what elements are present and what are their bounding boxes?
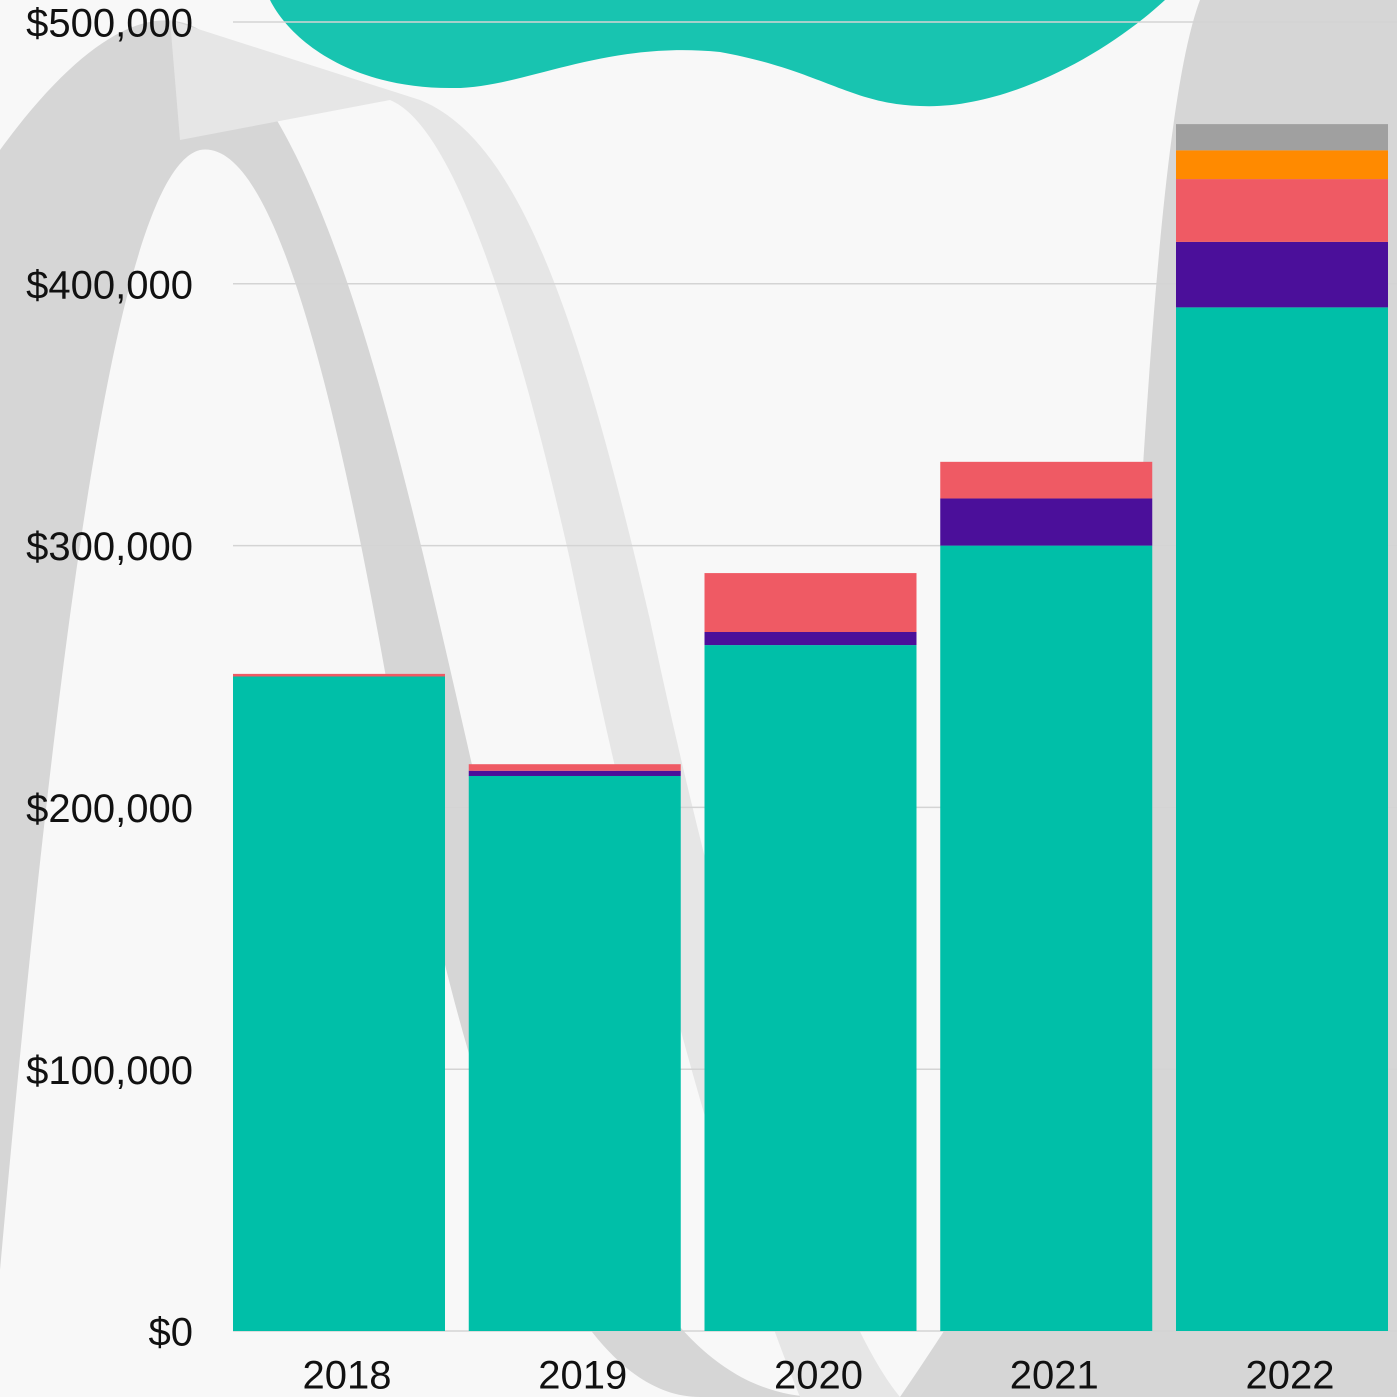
bar-segment [705, 573, 917, 632]
x-tick-label: 2019 [538, 1354, 627, 1397]
bar-segment [940, 462, 1152, 499]
chart: $0 $100,000 $200,000 $300,000 $400,000 $500,0… [0, 0, 1397, 1397]
y-tick-label: $400,000 [26, 263, 193, 307]
x-tick-label: 2021 [1010, 1354, 1099, 1397]
x-tick-label: 2020 [774, 1354, 863, 1397]
bar-segment [940, 546, 1152, 1331]
bar-segment [233, 677, 445, 1332]
y-tick-label: $0 [149, 1311, 194, 1355]
bar-segment [1176, 124, 1388, 150]
bar-segment [1176, 150, 1388, 179]
bar-segment [1176, 179, 1388, 242]
bar-segment [705, 632, 917, 645]
x-tick-label: 2018 [303, 1354, 392, 1397]
bar-segment [469, 771, 681, 776]
bar-segment [233, 674, 445, 677]
x-tick-label: 2022 [1246, 1354, 1335, 1397]
bar-segment [1176, 307, 1388, 1331]
bar-segment [469, 776, 681, 1331]
bar-segment [940, 498, 1152, 545]
y-tick-label: $300,000 [26, 525, 193, 569]
bar-segment [705, 645, 917, 1331]
bar-segment [1176, 242, 1388, 307]
y-tick-label: $200,000 [26, 787, 193, 831]
y-tick-label: $500,000 [26, 2, 193, 46]
y-tick-label: $100,000 [26, 1049, 193, 1093]
bar-segment [469, 764, 681, 771]
